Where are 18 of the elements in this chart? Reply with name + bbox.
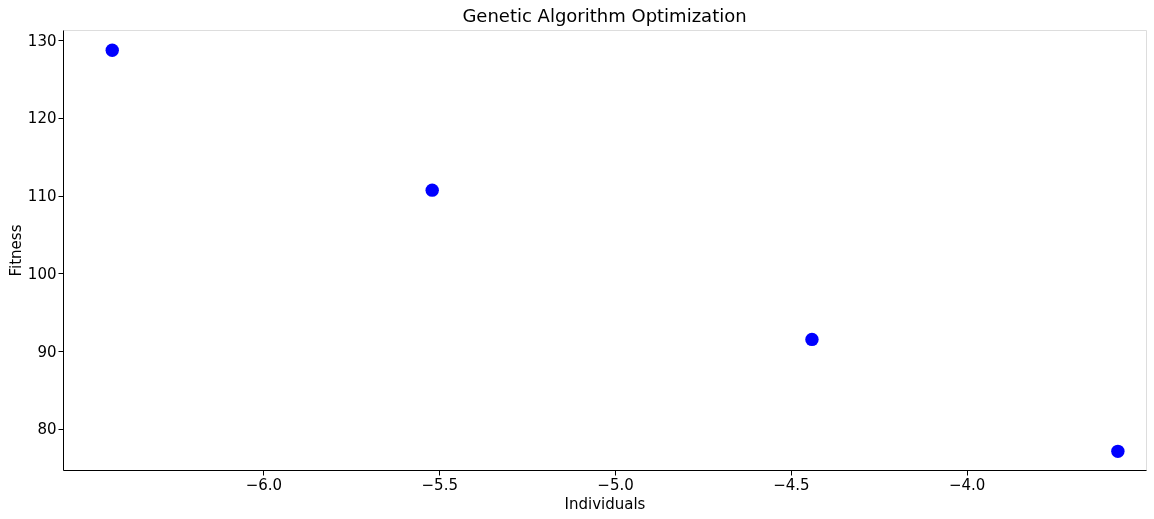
point xyxy=(1111,444,1125,459)
chart-title: Genetic Algorithm Optimization xyxy=(462,5,747,26)
y-axis-title: Fitness xyxy=(6,224,25,277)
x-tick-label: −6.0 xyxy=(245,475,283,494)
y-tick-label: 90 xyxy=(37,342,57,361)
x-tick-label: −5.5 xyxy=(421,475,458,494)
y-tick-label: 130 xyxy=(27,31,57,50)
x-tick-label: −5.0 xyxy=(597,475,634,494)
y-tick-label: 100 xyxy=(27,264,57,283)
x-tick-label: −4.5 xyxy=(773,475,810,494)
y-tick-label: 110 xyxy=(27,187,57,206)
y-tick-label: 120 xyxy=(27,109,57,128)
x-tick-label: −4.0 xyxy=(948,475,986,494)
point xyxy=(105,43,119,57)
x-axis-title: Individuals xyxy=(564,494,646,513)
point xyxy=(805,332,819,347)
y-tick-label: 80 xyxy=(37,420,57,439)
point xyxy=(425,183,439,197)
